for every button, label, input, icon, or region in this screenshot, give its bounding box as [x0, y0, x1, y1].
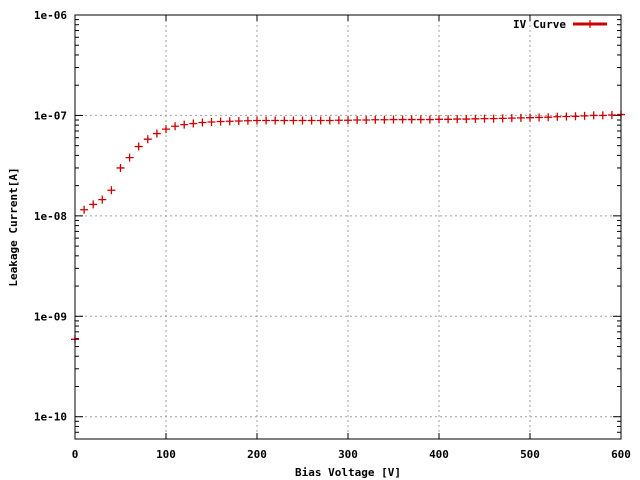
data-point	[253, 116, 261, 125]
data-point	[143, 135, 152, 144]
data-point	[271, 116, 280, 125]
data-point	[598, 111, 607, 120]
data-point	[344, 116, 352, 125]
data-point	[380, 115, 389, 124]
data-point	[462, 115, 471, 124]
data-point	[134, 142, 143, 151]
data-point	[562, 112, 571, 121]
y-axis-label: Leakage Current[A]	[7, 167, 20, 286]
data-point	[544, 113, 553, 122]
data-point	[353, 116, 362, 125]
y-tick-label: 1e-09	[34, 310, 67, 323]
data-point	[316, 116, 325, 125]
x-tick-labels: 0 100 200 300 400 500 600	[72, 448, 631, 461]
data-point	[189, 119, 198, 128]
data-point	[162, 125, 170, 134]
data-point	[471, 114, 480, 123]
y-tick-label: 1e-08	[34, 210, 67, 223]
data-point	[453, 115, 462, 124]
x-tick-label: 300	[338, 448, 358, 461]
legend: IV Curve	[513, 18, 607, 31]
data-point	[243, 116, 252, 125]
data-point	[125, 153, 134, 162]
data-point	[198, 118, 207, 127]
data-point	[371, 115, 380, 124]
data-point	[362, 116, 371, 125]
x-tick-label: 500	[520, 448, 540, 461]
y-tick-labels: 1e-10 1e-09 1e-08 1e-07 1e-06	[34, 9, 67, 424]
data-point	[571, 112, 580, 121]
data-point	[498, 114, 507, 123]
data-point	[435, 115, 443, 124]
data-point	[152, 129, 161, 138]
data-point	[516, 113, 525, 122]
data-point	[580, 111, 589, 120]
data-point	[535, 113, 544, 122]
x-tick-label: 100	[156, 448, 176, 461]
data-point	[325, 116, 334, 125]
data-point	[607, 110, 616, 119]
data-point	[98, 195, 107, 204]
data-point	[234, 117, 243, 126]
data-point	[480, 114, 489, 123]
data-point	[171, 122, 180, 131]
data-point	[289, 116, 298, 125]
data-point	[207, 118, 216, 127]
plot-frame	[74, 14, 622, 440]
legend-label-iv-curve: IV Curve	[513, 18, 566, 31]
data-point	[307, 116, 316, 125]
data-point	[262, 116, 271, 125]
data-point	[416, 115, 425, 124]
data-points	[71, 110, 625, 344]
x-tick-label: 600	[611, 448, 631, 461]
x-tick-label: 400	[429, 448, 449, 461]
legend-marker-iv-curve	[586, 20, 594, 28]
data-point	[334, 116, 343, 125]
data-point	[425, 115, 434, 124]
data-point	[225, 117, 234, 126]
data-point	[444, 115, 453, 124]
x-axis-label: Bias Voltage [V]	[295, 466, 401, 479]
x-tick-label: 200	[247, 448, 267, 461]
data-point	[80, 205, 89, 214]
data-point	[298, 116, 307, 125]
data-point	[216, 117, 225, 126]
data-point	[489, 114, 498, 123]
data-point	[107, 186, 116, 195]
data-point	[526, 113, 534, 122]
y-tick-label: 1e-10	[34, 411, 67, 424]
data-point	[180, 120, 189, 129]
y-tick-label: 1e-07	[34, 109, 67, 122]
data-point	[89, 200, 98, 209]
axis-ticks	[74, 14, 622, 439]
data-point	[389, 115, 398, 124]
data-point	[507, 114, 516, 123]
data-point	[116, 163, 125, 172]
data-point	[398, 115, 407, 124]
data-point	[280, 116, 289, 125]
y-tick-label: 1e-06	[34, 9, 67, 22]
data-point	[553, 112, 562, 121]
x-tick-label: 0	[72, 448, 79, 461]
data-point	[407, 115, 416, 124]
data-point	[589, 111, 598, 120]
grid-lines	[75, 14, 621, 439]
